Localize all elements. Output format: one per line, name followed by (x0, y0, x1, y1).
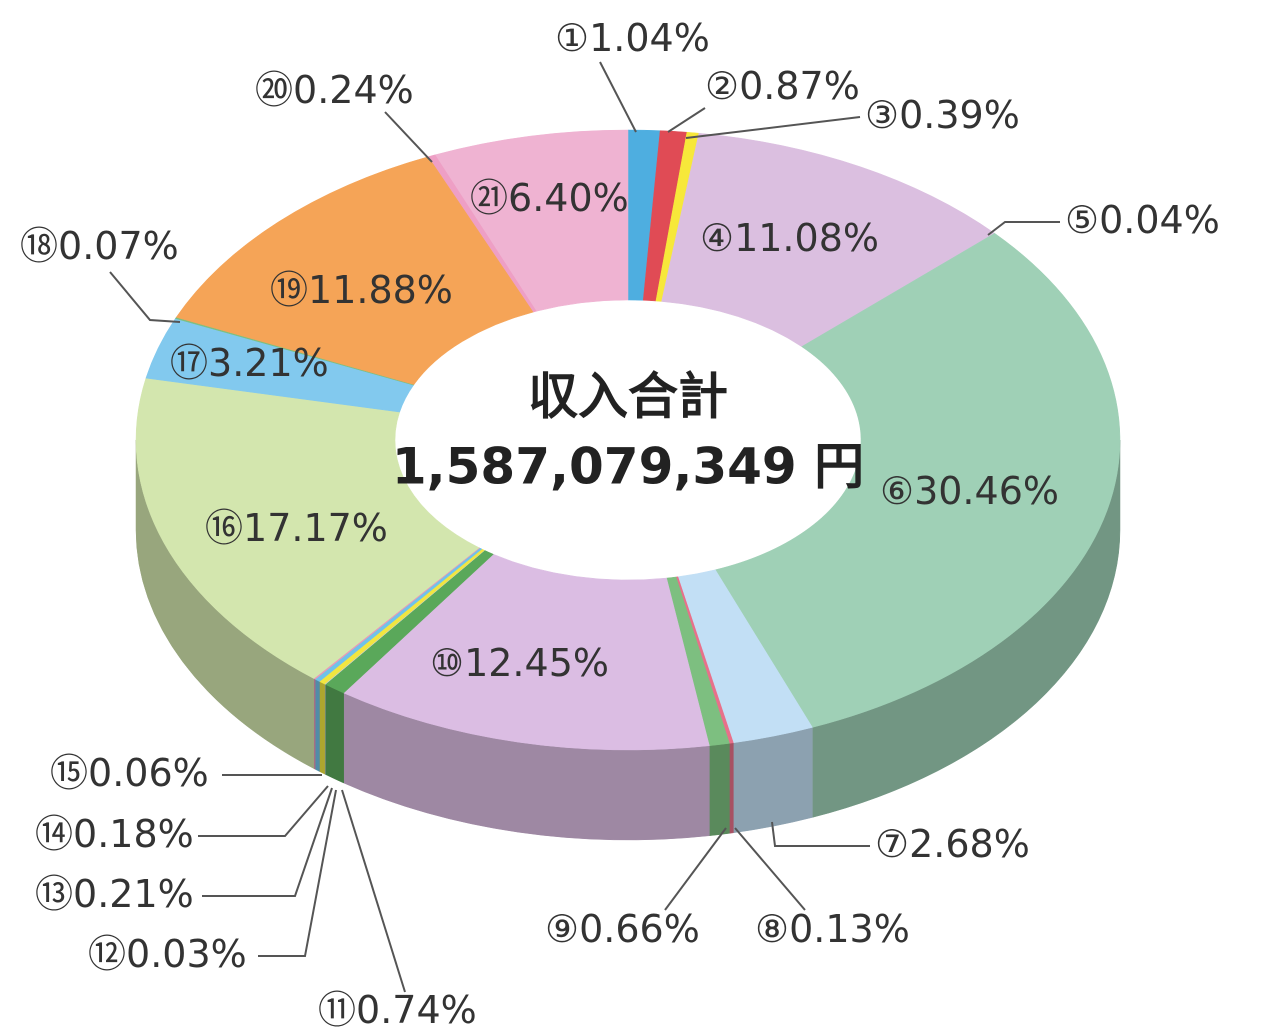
segment-number: ⑫ (88, 932, 126, 976)
segment-number: ④ (700, 216, 734, 260)
segment (661, 132, 996, 347)
segment (175, 156, 534, 385)
segment-label: ⑮0.06% (50, 751, 209, 795)
value-label: 0.04% (1099, 198, 1220, 242)
segment-label: ⑯17.17% (205, 506, 388, 550)
segment-number: ⑭ (35, 812, 73, 856)
segment-label: ⑤0.04% (1065, 198, 1220, 242)
value-label: 11.08% (734, 216, 879, 260)
segment-side (729, 742, 734, 834)
segment-side (733, 727, 813, 834)
value-label: 12.45% (464, 641, 609, 685)
segment-number: ① (555, 16, 589, 60)
value-label: 0.21% (73, 872, 194, 916)
segment-number: ⑯ (205, 506, 243, 550)
segment-number: ② (705, 64, 739, 108)
leader-line (685, 116, 861, 139)
leader-line (599, 61, 637, 133)
leader-line (341, 789, 406, 993)
segment (135, 377, 480, 679)
segment-label: ⑳0.24% (255, 68, 414, 112)
segment-number: ⑦ (875, 822, 909, 866)
segment-label: ⑨0.66% (545, 907, 700, 951)
segment-number: ⑬ (35, 872, 73, 916)
segment-number: ⑧ (755, 907, 789, 951)
value-label: 0.66% (579, 907, 700, 951)
segment-number: ⑩ (430, 641, 464, 685)
segment-label: ⑩12.45% (430, 641, 609, 685)
segment (343, 553, 710, 751)
segment-side (319, 681, 325, 775)
leader-line (384, 111, 433, 163)
value-label: 6.40% (508, 176, 629, 220)
value-label: 3.21% (208, 341, 329, 385)
value-label: 0.03% (126, 932, 247, 976)
leader-line (734, 827, 806, 911)
segment-number: ㉑ (470, 176, 508, 220)
leader-line (664, 827, 727, 911)
segment-number: ③ (865, 93, 899, 137)
sides (135, 439, 1121, 841)
value-label: 0.74% (356, 988, 477, 1032)
segment-number: ⑳ (255, 68, 293, 112)
segment-label: ①1.04% (555, 16, 710, 60)
segment-label: ③0.39% (865, 93, 1020, 137)
segment-number: ⑲ (270, 268, 308, 312)
segment-label: ⑫0.03% (88, 932, 247, 976)
segment-number: ⑮ (50, 751, 88, 795)
value-label: 17.17% (243, 506, 388, 550)
leader-line (258, 789, 337, 957)
segment-side (325, 683, 344, 784)
center-value: 1,587,079,349 円 (392, 438, 864, 496)
segment-label: ⑥30.46% (880, 469, 1059, 513)
value-label: 0.07% (58, 224, 179, 268)
value-label: 30.46% (914, 469, 1059, 513)
segment-number: ⑥ (880, 469, 914, 513)
segment-label: ②0.87% (705, 64, 860, 108)
leader-line (198, 785, 329, 837)
leader-line (987, 221, 1060, 236)
segment-label: ㉑6.40% (470, 176, 629, 220)
segment-label: ④11.08% (700, 216, 879, 260)
segment-side (314, 678, 320, 772)
center-title: 収入合計 (528, 368, 728, 426)
value-label: 0.24% (293, 68, 414, 112)
tops (135, 129, 1121, 751)
labels: ①1.04%②0.87%③0.39% ④11.08% ⑤0.04% ⑥30.46% ⑦2… (20, 16, 1220, 1032)
value-label: 11.88% (308, 268, 453, 312)
segment-side (709, 743, 730, 837)
segment-label: ⑬0.21% (35, 872, 194, 916)
segment-label: ⑰3.21% (170, 341, 329, 385)
segment-number: ⑪ (318, 988, 356, 1032)
value-label: 2.68% (909, 822, 1030, 866)
leader-line (771, 821, 870, 847)
value-label: 1.04% (589, 16, 710, 60)
value-label: 0.87% (739, 64, 860, 108)
segment-label: ⑱0.07% (20, 224, 179, 268)
leader-line (202, 787, 333, 897)
segment-number: ⑨ (545, 907, 579, 951)
segment-label: ⑲11.88% (270, 268, 453, 312)
value-label: 0.18% (73, 812, 194, 856)
segment (714, 233, 1121, 728)
segment-label: ⑭0.18% (35, 812, 194, 856)
segment-label: ⑧0.13% (755, 907, 910, 951)
segment (435, 129, 629, 312)
segment-label: ⑦2.68% (875, 822, 1030, 866)
value-label: 0.39% (899, 93, 1020, 137)
leader-line (109, 271, 181, 323)
leader-line (667, 107, 706, 133)
segment-number: ⑰ (170, 341, 208, 385)
value-label: 0.06% (88, 751, 209, 795)
segment-number: ⑤ (1065, 198, 1099, 242)
segment-number: ⑱ (20, 224, 58, 268)
segment-label: ⑪0.74% (318, 988, 477, 1032)
value-label: 0.13% (789, 907, 910, 951)
